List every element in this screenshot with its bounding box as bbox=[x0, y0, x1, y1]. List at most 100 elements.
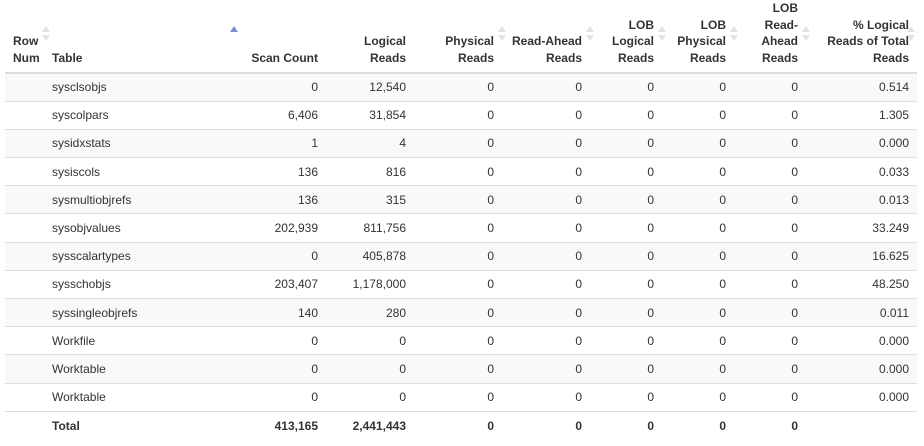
table-body: sysclsobjs 0 12,540 0 0 0 0 0 0.514 syscolpars 6,4… bbox=[5, 72, 917, 412]
cell-pct-logical-reads: 0.000 bbox=[806, 354, 917, 384]
cell-lob-read-ahead-reads: 0 bbox=[734, 185, 806, 214]
col-header-read-ahead-reads[interactable]: Read-Ahead Reads bbox=[502, 0, 594, 74]
cell-logical-reads: 0 bbox=[326, 354, 414, 384]
cell-physical-reads: 0 bbox=[414, 297, 502, 327]
cell-pct-logical-reads: 0.000 bbox=[806, 382, 917, 412]
cell-lob-read-ahead-reads: 0 bbox=[734, 297, 806, 327]
total-pct bbox=[806, 410, 917, 440]
cell-lob-logical-reads: 0 bbox=[590, 185, 662, 214]
cell-table-name: syscolpars bbox=[44, 100, 240, 130]
cell-row-num bbox=[5, 297, 44, 327]
cell-logical-reads: 280 bbox=[326, 297, 414, 327]
cell-read-ahead-reads: 0 bbox=[502, 213, 590, 243]
table-row[interactable]: sysidxstats 1 4 0 0 0 0 0 0.000 bbox=[5, 128, 917, 158]
col-header-row-num[interactable]: Row Num bbox=[5, 0, 50, 74]
cell-logical-reads: 816 bbox=[326, 157, 414, 186]
cell-read-ahead-reads: 0 bbox=[502, 72, 590, 102]
cell-lob-physical-reads: 0 bbox=[662, 326, 734, 355]
col-label-logical-reads: Logical Reads bbox=[363, 34, 406, 65]
cell-lob-read-ahead-reads: 0 bbox=[734, 241, 806, 271]
col-label-row-num: Row Num bbox=[13, 34, 40, 65]
cell-row-num bbox=[5, 354, 44, 384]
cell-table-name: Worktable bbox=[44, 354, 240, 384]
col-header-pct-logical-reads[interactable]: % Logical Reads of Total Reads bbox=[806, 0, 917, 74]
cell-read-ahead-reads: 0 bbox=[502, 297, 590, 327]
table-row[interactable]: sysclsobjs 0 12,540 0 0 0 0 0 0.514 bbox=[5, 72, 917, 102]
cell-row-num bbox=[5, 72, 44, 102]
cell-lob-logical-reads: 0 bbox=[590, 157, 662, 186]
cell-pct-logical-reads: 16.625 bbox=[806, 241, 917, 271]
total-label: Total bbox=[44, 410, 240, 440]
table-row[interactable]: sysmultiobjrefs 136 315 0 0 0 0 0 0.013 bbox=[5, 185, 917, 214]
total-read-ahead-reads: 0 bbox=[502, 410, 590, 440]
cell-physical-reads: 0 bbox=[414, 128, 502, 158]
cell-row-num bbox=[5, 213, 44, 243]
cell-row-num bbox=[5, 157, 44, 186]
cell-lob-physical-reads: 0 bbox=[662, 157, 734, 186]
table-row[interactable]: sysscalartypes 0 405,878 0 0 0 0 0 16.625 bbox=[5, 241, 917, 271]
cell-read-ahead-reads: 0 bbox=[502, 157, 590, 186]
total-scan-count: 413,165 bbox=[240, 410, 326, 440]
col-label-table: Table bbox=[52, 50, 83, 65]
cell-pct-logical-reads: 0.011 bbox=[806, 297, 917, 327]
cell-lob-read-ahead-reads: 0 bbox=[734, 72, 806, 102]
cell-read-ahead-reads: 0 bbox=[502, 269, 590, 299]
cell-row-num bbox=[5, 128, 44, 158]
cell-lob-read-ahead-reads: 0 bbox=[734, 326, 806, 355]
cell-read-ahead-reads: 0 bbox=[502, 354, 590, 384]
cell-scan-count: 136 bbox=[240, 185, 326, 214]
col-label-physical-reads: Physical Reads bbox=[445, 34, 494, 65]
cell-lob-read-ahead-reads: 0 bbox=[734, 157, 806, 186]
cell-lob-physical-reads: 0 bbox=[662, 72, 734, 102]
col-label-lob-read-ahead-reads: LOB Read-Ahead Reads bbox=[761, 1, 798, 65]
cell-table-name: sysclsobjs bbox=[44, 72, 240, 102]
col-header-scan-count[interactable]: Scan Count bbox=[240, 0, 326, 74]
cell-pct-logical-reads: 0.033 bbox=[806, 157, 917, 186]
cell-lob-physical-reads: 0 bbox=[662, 100, 734, 130]
col-header-physical-reads[interactable]: Physical Reads bbox=[414, 0, 506, 74]
cell-lob-physical-reads: 0 bbox=[662, 297, 734, 327]
cell-lob-physical-reads: 0 bbox=[662, 269, 734, 299]
col-label-pct-logical-reads: % Logical Reads of Total Reads bbox=[827, 17, 909, 65]
table-row[interactable]: Worktable 0 0 0 0 0 0 0 0.000 bbox=[5, 354, 917, 384]
stats-table: Row Num Table Scan Count Logical Reads P… bbox=[5, 0, 917, 440]
cell-lob-physical-reads: 0 bbox=[662, 185, 734, 214]
cell-scan-count: 202,939 bbox=[240, 213, 326, 243]
table-row[interactable]: Workfile 0 0 0 0 0 0 0 0.000 bbox=[5, 326, 917, 355]
col-header-lob-logical-reads[interactable]: LOB Logical Reads bbox=[590, 0, 666, 74]
cell-physical-reads: 0 bbox=[414, 269, 502, 299]
cell-logical-reads: 0 bbox=[326, 382, 414, 412]
cell-logical-reads: 31,854 bbox=[326, 100, 414, 130]
cell-table-name: Worktable bbox=[44, 382, 240, 412]
cell-scan-count: 0 bbox=[240, 382, 326, 412]
cell-scan-count: 0 bbox=[240, 354, 326, 384]
table-row[interactable]: sysobjvalues 202,939 811,756 0 0 0 0 0 33.249 bbox=[5, 213, 917, 243]
col-header-lob-physical-reads[interactable]: LOB Physical Reads bbox=[662, 0, 738, 74]
cell-scan-count: 0 bbox=[240, 326, 326, 355]
table-row[interactable]: sysiscols 136 816 0 0 0 0 0 0.033 bbox=[5, 157, 917, 186]
cell-table-name: syssingleobjrefs bbox=[44, 297, 240, 327]
cell-table-name: sysiscols bbox=[44, 157, 240, 186]
col-label-lob-physical-reads: LOB Physical Reads bbox=[677, 17, 726, 65]
table-row[interactable]: sysschobjs 203,407 1,178,000 0 0 0 0 0 48.250 bbox=[5, 269, 917, 299]
col-header-lob-read-ahead-reads[interactable]: LOB Read-Ahead Reads bbox=[734, 0, 810, 74]
table-row[interactable]: syscolpars 6,406 31,854 0 0 0 0 0 1.305 bbox=[5, 100, 917, 130]
table-row[interactable]: Worktable 0 0 0 0 0 0 0 0.000 bbox=[5, 382, 917, 412]
cell-lob-read-ahead-reads: 0 bbox=[734, 213, 806, 243]
total-row-num bbox=[5, 410, 44, 440]
table-row[interactable]: syssingleobjrefs 140 280 0 0 0 0 0 0.011 bbox=[5, 297, 917, 327]
col-header-logical-reads[interactable]: Logical Reads bbox=[326, 0, 414, 74]
cell-row-num bbox=[5, 100, 44, 130]
sort-ascending-icon[interactable] bbox=[230, 26, 238, 42]
cell-row-num bbox=[5, 241, 44, 271]
cell-pct-logical-reads: 0.013 bbox=[806, 185, 917, 214]
cell-read-ahead-reads: 0 bbox=[502, 326, 590, 355]
sort-icon[interactable] bbox=[907, 26, 915, 42]
col-header-table[interactable]: Table bbox=[44, 0, 240, 74]
cell-lob-logical-reads: 0 bbox=[590, 72, 662, 102]
cell-read-ahead-reads: 0 bbox=[502, 185, 590, 214]
cell-scan-count: 140 bbox=[240, 297, 326, 327]
cell-table-name: sysscalartypes bbox=[44, 241, 240, 271]
cell-lob-logical-reads: 0 bbox=[590, 354, 662, 384]
cell-lob-physical-reads: 0 bbox=[662, 382, 734, 412]
